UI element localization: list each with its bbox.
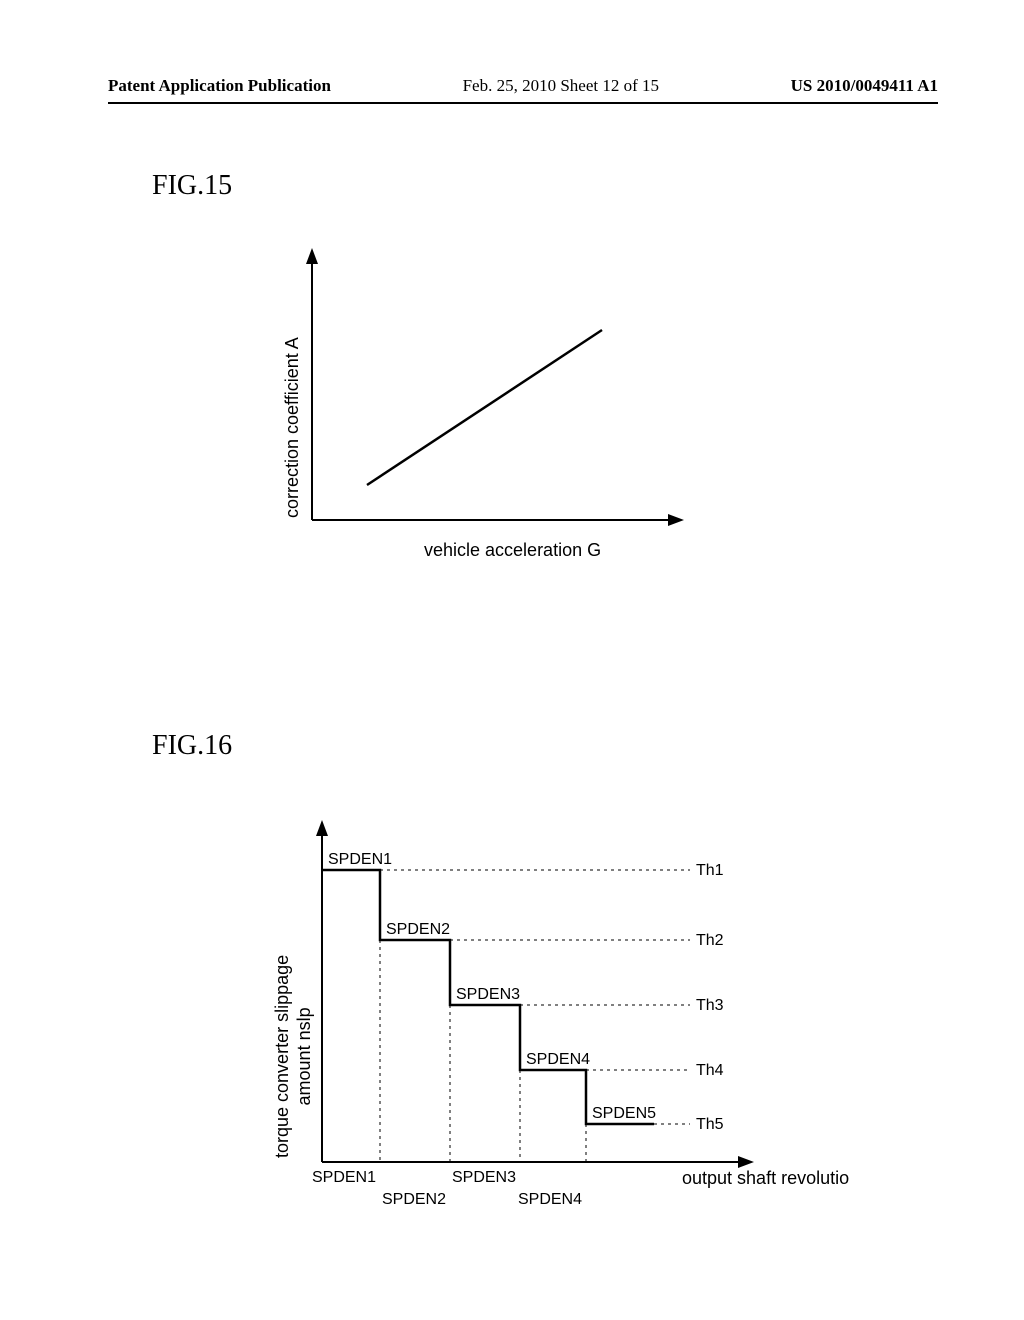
fig16-y-axis-label: torque converter slippage amount nslp [272,955,315,1158]
header-mid: Feb. 25, 2010 Sheet 12 of 15 [463,76,659,96]
svg-text:SPDEN3: SPDEN3 [452,1169,516,1186]
fig15-y-axis-label: correction coefficient A [282,337,303,518]
svg-text:SPDEN2: SPDEN2 [386,921,450,938]
fig16-y-axis-label-line2: amount nslp [294,1007,314,1105]
fig16-svg: SPDEN1 Th1 SPDEN1 SPDEN2 Th2 SPDEN2 SPDEN3 Th3 S… [250,810,850,1230]
svg-text:Th1: Th1 [696,862,724,879]
svg-text:SPDEN1: SPDEN1 [328,851,392,868]
page-header: Patent Application Publication Feb. 25, … [108,76,938,104]
svg-text:output shaft revolutions: output shaft revolutions [682,1168,850,1188]
header-right: US 2010/0049411 A1 [791,76,938,96]
svg-text:SPDEN4: SPDEN4 [526,1051,590,1068]
fig16-label: FIG.16 [152,730,232,762]
fig15-svg [252,240,732,570]
header-left: Patent Application Publication [108,76,331,96]
svg-text:SPDEN1: SPDEN1 [312,1169,376,1186]
svg-text:Th2: Th2 [696,932,724,949]
svg-text:Th5: Th5 [696,1116,724,1133]
svg-text:SPDEN5: SPDEN5 [592,1105,656,1122]
svg-text:SPDEN3: SPDEN3 [456,986,520,1003]
fig16-chart: torque converter slippage amount nslp SP… [250,810,850,1230]
fig15-x-axis-label: vehicle acceleration G [424,540,601,561]
fig15-label: FIG.15 [152,170,232,202]
fig15-chart: correction coefficient A vehicle acceler… [252,240,732,580]
fig16-y-axis-label-line1: torque converter slippage [272,955,292,1158]
svg-text:Th3: Th3 [696,997,724,1014]
svg-text:SPDEN4: SPDEN4 [518,1191,582,1208]
svg-text:SPDEN2: SPDEN2 [382,1191,446,1208]
svg-text:Th4: Th4 [696,1062,724,1079]
